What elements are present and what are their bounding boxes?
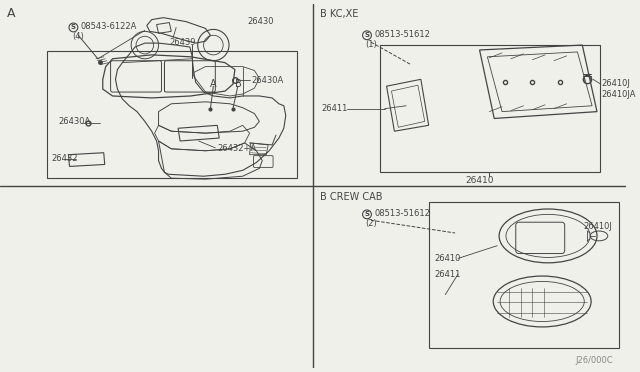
Text: J26/000C: J26/000C	[575, 356, 613, 365]
Text: 26439: 26439	[170, 38, 196, 46]
Text: A: A	[7, 7, 15, 20]
Bar	[380, 45, 600, 172]
Text: 26410J: 26410J	[602, 79, 631, 88]
Text: S: S	[365, 32, 369, 38]
Text: 26410: 26410	[465, 176, 493, 185]
Text: 26432+A: 26432+A	[217, 144, 257, 153]
Text: 26411: 26411	[435, 270, 461, 279]
Text: 26430A: 26430A	[252, 76, 284, 85]
Text: (2): (2)	[365, 219, 377, 228]
Text: 26430A: 26430A	[59, 117, 91, 126]
Text: 26430: 26430	[248, 17, 274, 26]
Text: 08543-6122A: 08543-6122A	[80, 22, 136, 31]
Bar	[429, 202, 620, 349]
Text: S: S	[71, 25, 76, 31]
Bar	[47, 51, 296, 178]
Text: B KC,XE: B KC,XE	[320, 9, 358, 19]
Text: 26410: 26410	[435, 254, 461, 263]
Text: 26410J: 26410J	[583, 222, 612, 231]
Text: A: A	[211, 79, 217, 89]
Text: (4): (4)	[72, 32, 84, 41]
Text: 26411: 26411	[321, 104, 348, 113]
Text: B: B	[235, 79, 242, 89]
Text: 08513-51612: 08513-51612	[375, 209, 431, 218]
Text: B CREW CAB: B CREW CAB	[320, 192, 383, 202]
Text: 26432: 26432	[51, 154, 77, 163]
Text: 26410JA: 26410JA	[602, 90, 636, 99]
Text: S: S	[365, 211, 369, 217]
Text: 08513-51612: 08513-51612	[375, 30, 431, 39]
Text: (1): (1)	[365, 39, 377, 49]
